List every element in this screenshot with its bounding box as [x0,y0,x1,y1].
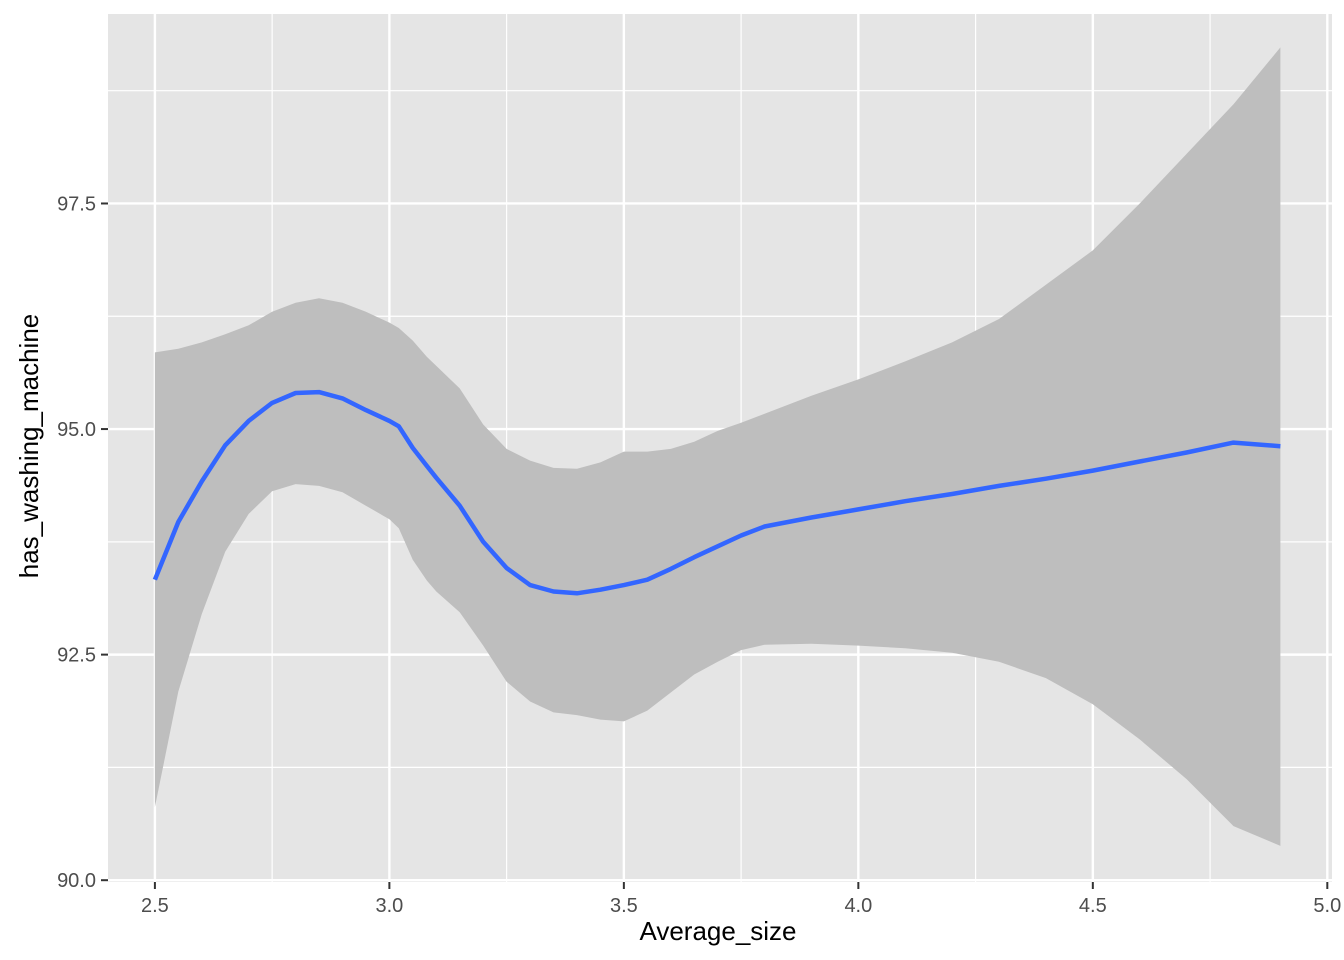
y-axis-title: has_washing_machine [14,314,44,579]
y-tick-label: 90.0 [57,870,96,892]
y-tick-label: 97.5 [57,193,96,215]
x-tick-label: 3.5 [610,895,638,917]
y-tick-label: 95.0 [57,419,96,441]
smooth-line [152,389,1281,596]
y-tick-label: 92.5 [57,645,96,667]
y-axis: 90.0 92.5 95.0 97.5 [57,193,108,892]
x-tick-label: 5.0 [1313,895,1341,917]
x-tick-label: 3.0 [375,895,403,917]
x-tick-label: 4.5 [1079,895,1107,917]
x-axis-title: Average_size [639,916,796,946]
x-axis: 2.5 3.0 3.5 4.0 4.5 5.0 [141,882,1341,917]
x-tick-label: 4.0 [844,895,872,917]
confidence-band [154,47,1281,846]
x-tick-label: 2.5 [141,895,169,917]
